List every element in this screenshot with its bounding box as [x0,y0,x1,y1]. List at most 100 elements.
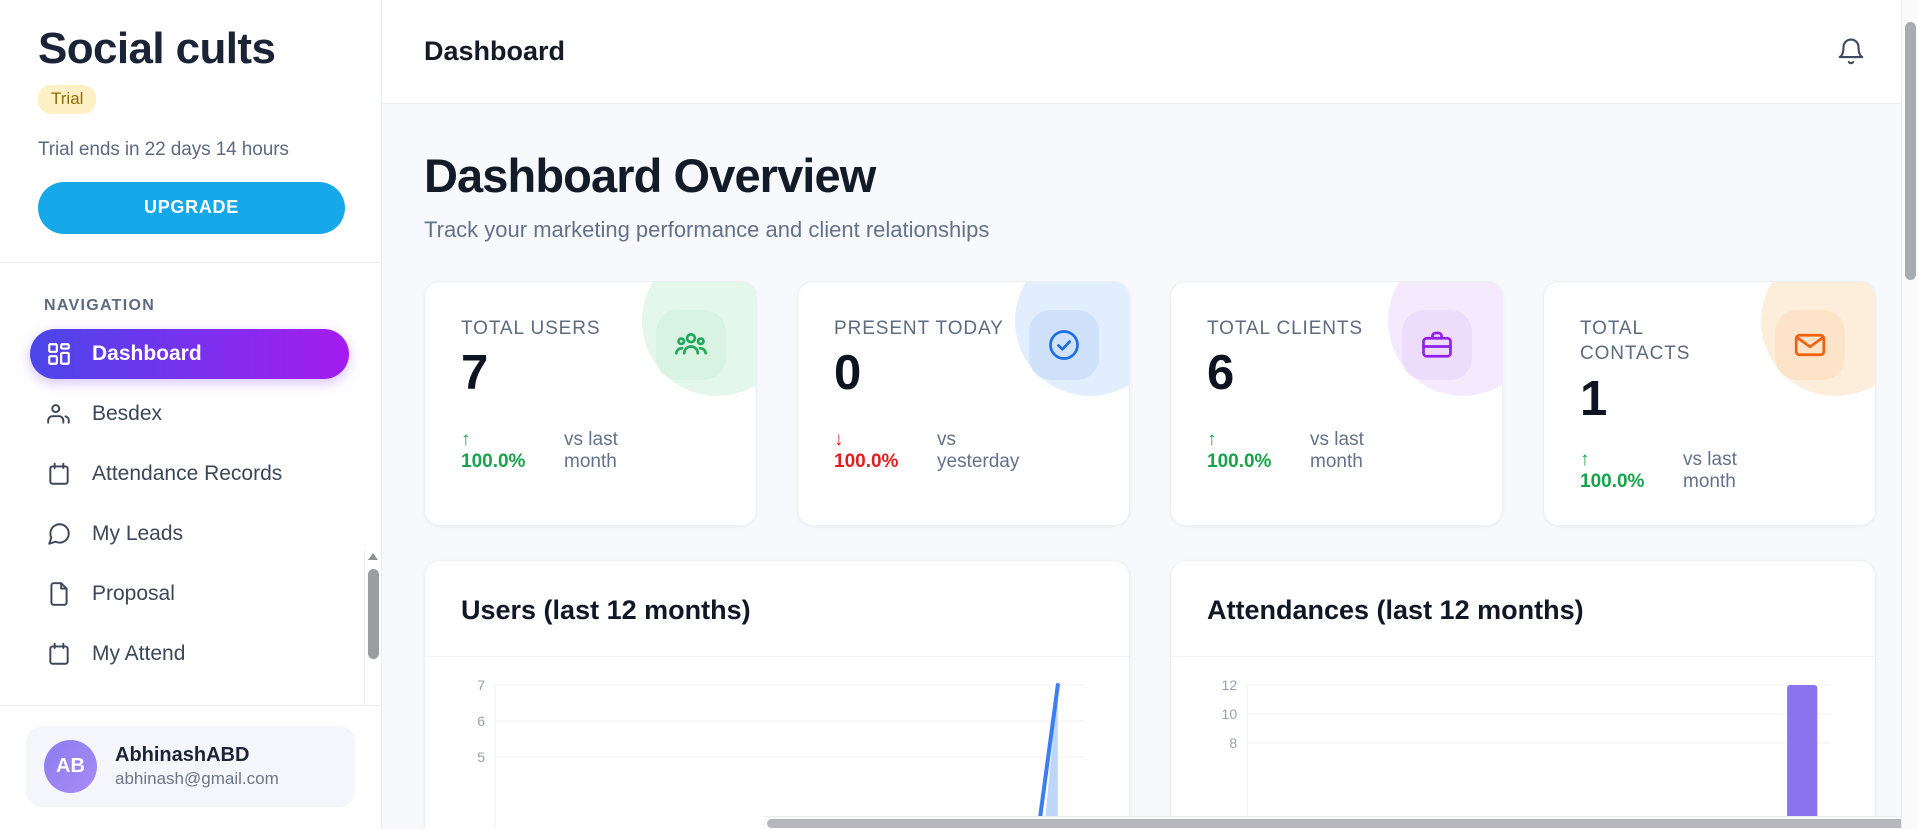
trend-down-icon: ↓ [834,428,844,450]
users-group-icon [656,309,726,380]
user-name: AbhinashABD [115,743,250,766]
delta-note: vs last month [564,428,618,472]
attendances-chart-plot[interactable]: 12 10 8 [1171,657,1875,829]
svg-text:7: 7 [477,677,485,693]
sidebar-scrollbar[interactable] [364,548,381,705]
svg-text:8: 8 [1229,735,1237,751]
briefcase-icon [1402,309,1472,380]
stat-cards-row: TOTAL USERS 7 ↑ 100.0% vs last month [424,280,1876,526]
stat-delta: ↑ 100.0% vs last month [461,429,659,473]
sidebar-scroll-thumb[interactable] [368,568,379,659]
delta-note: vs last month [1683,448,1737,492]
calendar-icon [46,461,72,487]
horizontal-scroll-thumb[interactable] [767,819,1918,828]
calendar-icon [46,641,72,667]
attendances-bar-chart: 12 10 8 [1222,677,1831,829]
chart-card-attendances: Attendances (last 12 months) 12 10 8 [1170,559,1876,829]
page-content: Dashboard Overview Track your marketing … [382,104,1918,829]
delta-percent: 100.0% [1207,450,1272,472]
sidebar-item-proposal[interactable]: Proposal [30,569,349,619]
sidebar-item-label: My Leads [92,521,184,545]
topbar: Dashboard [382,0,1918,104]
sidebar-item-label: My Attend [92,641,186,665]
stat-label: PRESENT TODAY [834,317,1004,339]
users-chart-plot[interactable]: 7 6 5 [425,657,1129,829]
stat-label: TOTAL CONTACTS [1580,317,1691,365]
trend-up-icon: ↑ [1207,428,1217,450]
bell-icon[interactable] [1836,37,1866,67]
mail-icon [1775,309,1845,380]
sidebar-item-label: Attendance Records [92,461,283,485]
stat-label: TOTAL USERS [461,317,601,339]
sidebar-item-my-attendance[interactable]: My Attend [30,629,349,679]
stat-delta: ↑ 100.0% vs last month [1207,429,1405,473]
trend-up-icon: ↑ [461,428,471,450]
stat-card-total-contacts[interactable]: TOTAL CONTACTS 1 ↑ 100.0% vs last month [1543,280,1876,526]
chat-icon [46,521,72,547]
grid-icon [46,341,72,367]
user-profile-card[interactable]: AB AbhinashABD abhinash@gmail.com [26,726,355,807]
charts-row: Users (last 12 months) 7 6 5 Attendances (… [424,559,1876,829]
user-profile-section: AB AbhinashABD abhinash@gmail.com [0,705,381,829]
chart-card-users: Users (last 12 months) 7 6 5 [424,559,1130,829]
page-scrollbar[interactable] [1901,0,1918,829]
chart-header: Attendances (last 12 months) [1171,561,1875,657]
delta-percent: 100.0% [834,450,899,472]
delta-percent: 100.0% [461,450,526,472]
user-email: abhinash@gmail.com [115,768,279,788]
delta-group: ↑ 100.0% [461,429,558,473]
plan-badge: Trial [38,84,97,114]
brand-block: Social cults Trial Trial ends in 22 days… [0,0,381,234]
users-area-chart: 7 6 5 [477,677,1085,829]
page-scroll-thumb[interactable] [1905,22,1916,280]
chart-title: Attendances (last 12 months) [1207,594,1584,625]
trend-up-icon: ↑ [1580,448,1590,470]
stat-card-present-today[interactable]: PRESENT TODAY 0 ↓ 100.0% vs yesterday [797,280,1130,526]
brand-title: Social cults [38,24,276,73]
sidebar-nav: NAVIGATION Dashboard Besdex [0,263,381,705]
sidebar-item-dashboard[interactable]: Dashboard [30,328,349,379]
stat-value: 7 [461,346,489,401]
sidebar-item-label: Besdex [92,401,163,425]
delta-percent: 100.0% [1580,470,1645,492]
page-title: Dashboard Overview [424,149,876,202]
sidebar-item-my-leads[interactable]: My Leads [30,509,349,559]
delta-note: vs last month [1310,428,1364,472]
svg-text:6: 6 [477,713,485,729]
delta-group: ↓ 100.0% [834,429,931,473]
check-circle-icon [1029,309,1099,380]
page-subtitle: Track your marketing performance and cli… [424,216,990,242]
sidebar-item-label: Dashboard [92,341,202,365]
users-icon [46,401,72,427]
user-text-block: AbhinashABD abhinash@gmail.com [115,743,279,791]
chart-header: Users (last 12 months) [425,561,1129,657]
nav-section-label: NAVIGATION [44,296,156,314]
chart-title: Users (last 12 months) [461,594,751,625]
document-icon [46,581,72,607]
sidebar-item-attendance-records[interactable]: Attendance Records [30,449,349,499]
stat-value: 0 [834,346,862,401]
delta-group: ↑ 100.0% [1580,449,1677,493]
sidebar-item-label: Proposal [92,581,175,605]
stat-value: 1 [1580,371,1608,426]
svg-text:5: 5 [477,749,485,765]
stat-label: TOTAL CLIENTS [1207,317,1363,339]
delta-group: ↑ 100.0% [1207,429,1304,473]
delta-note: vs yesterday [937,428,1020,472]
trial-countdown-text: Trial ends in 22 days 14 hours [38,138,289,160]
sidebar-scroll-up-arrow[interactable] [365,549,381,566]
horizontal-scrollbar[interactable] [764,816,1918,829]
stat-value: 6 [1207,346,1235,401]
sidebar-divider [0,261,381,263]
main-area: Dashboard Dashboard Overview Track your … [382,0,1918,829]
stat-card-total-clients[interactable]: TOTAL CLIENTS 6 ↑ 100.0% vs last month [1170,280,1503,526]
upgrade-button[interactable]: UPGRADE [38,181,345,234]
sidebar-item-besdex[interactable]: Besdex [30,389,349,439]
stat-delta: ↑ 100.0% vs last month [1580,449,1778,493]
breadcrumb: Dashboard [424,36,566,66]
svg-text:12: 12 [1222,677,1238,693]
stat-card-total-users[interactable]: TOTAL USERS 7 ↑ 100.0% vs last month [424,280,757,526]
svg-text:10: 10 [1222,706,1238,722]
sidebar: Social cults Trial Trial ends in 22 days… [0,0,382,829]
